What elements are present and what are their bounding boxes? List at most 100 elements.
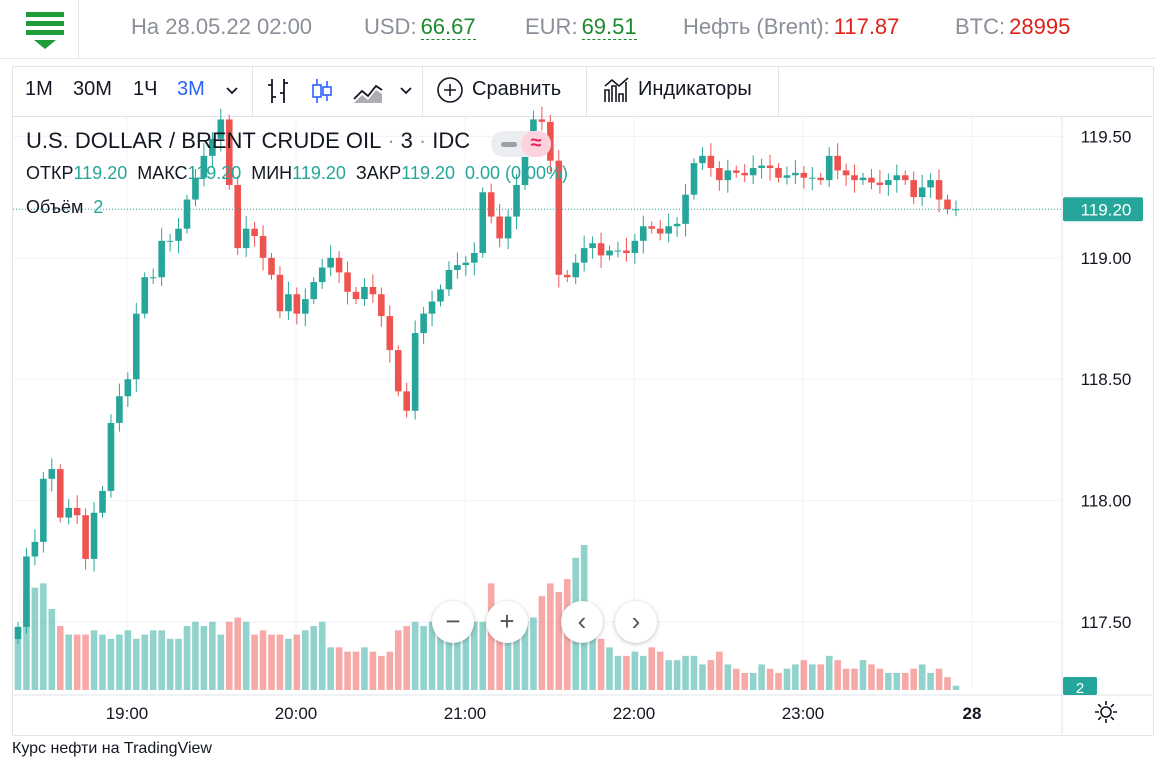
- candle-body: [918, 187, 926, 198]
- indicators-label: Индикаторы: [638, 78, 752, 100]
- quote-btc[interactable]: BTC: 28995: [955, 14, 1070, 40]
- candle-body: [741, 172, 748, 176]
- candle-body: [927, 180, 934, 188]
- footer-link[interactable]: Курс нефти на TradingView: [12, 740, 212, 757]
- scroll-left-button[interactable]: ‹: [561, 601, 603, 643]
- menu-button[interactable]: [12, 0, 79, 58]
- volume-bar: [496, 604, 503, 690]
- interval-1h-button[interactable]: 1Ч: [133, 78, 158, 100]
- bars-style-icon[interactable]: [264, 77, 292, 105]
- volume-bar: [437, 613, 444, 690]
- quote-date: На 28.05.22 02:00: [131, 14, 313, 39]
- compare-button[interactable]: Сравнить: [436, 66, 561, 116]
- candle-body: [361, 286, 368, 300]
- x-tick-label: 28: [963, 704, 982, 723]
- candle-body: [116, 396, 123, 423]
- volume-legend: Объём 2: [26, 197, 103, 218]
- quote-eur[interactable]: EUR: 69.51: [525, 14, 637, 40]
- top-bar: На 28.05.22 02:00 USD: 66.67 EUR: 69.51 Не…: [0, 0, 1156, 59]
- interval-1m-button[interactable]: 1М: [25, 78, 53, 100]
- quote-usd[interactable]: USD: 66.67: [364, 14, 476, 40]
- chart-style-chevron-down-icon[interactable]: [398, 83, 414, 99]
- low-value: 119.20: [292, 163, 346, 183]
- indicators-button[interactable]: Индикаторы: [602, 66, 752, 116]
- x-tick-label: 23:00: [782, 704, 825, 723]
- candle-body: [496, 216, 503, 239]
- menu-icon: [34, 40, 56, 49]
- interval-dropdown-chevron-down-icon[interactable]: [224, 83, 240, 99]
- volume-bar: [758, 664, 765, 690]
- volume-bar: [918, 664, 926, 690]
- volume-bar: [217, 634, 225, 690]
- zoom-out-button[interactable]: −: [432, 601, 474, 643]
- legend-title: U.S. DOLLAR / BRENT CRUDE OIL · 3 · IDC: [26, 128, 471, 153]
- volume-bar: [14, 634, 22, 690]
- candle-body: [783, 175, 791, 178]
- candle-body: [766, 165, 774, 168]
- candle-body: [378, 294, 385, 317]
- legend-toggle[interactable]: ≈: [491, 131, 551, 157]
- plus-icon: +: [499, 606, 515, 636]
- area-style-icon[interactable]: [352, 77, 384, 105]
- volume-bar: [40, 583, 47, 690]
- quote-brent[interactable]: Нефть (Brent): 117.87: [683, 14, 899, 40]
- x-tick-label: 20:00: [275, 704, 318, 723]
- volume-bar: [690, 655, 698, 690]
- candle-body: [428, 301, 436, 314]
- candle-body: [885, 180, 892, 185]
- zoom-in-button[interactable]: +: [486, 601, 528, 643]
- candle-body: [411, 333, 419, 411]
- volume-bar: [597, 638, 605, 690]
- volume-bar: [31, 587, 39, 690]
- scroll-right-button[interactable]: ›: [615, 601, 657, 643]
- settings-gear-icon[interactable]: [1094, 700, 1118, 724]
- candle-body: [133, 313, 140, 380]
- candle-body: [352, 291, 360, 300]
- candle-body: [107, 422, 115, 491]
- volume-bar: [868, 664, 875, 690]
- compare-label: Сравнить: [472, 78, 562, 100]
- minus-icon: [501, 142, 517, 147]
- candle-body: [327, 257, 334, 268]
- candle-body: [234, 184, 241, 249]
- volume-bar: [910, 668, 917, 690]
- candle-body: [462, 262, 470, 266]
- candle-body: [842, 170, 850, 176]
- x-tick-label: 22:00: [613, 704, 656, 723]
- candle-body: [318, 267, 326, 283]
- volume-bar: [479, 621, 487, 690]
- candle-body: [834, 155, 841, 171]
- volume-bar: [428, 621, 436, 690]
- volume-bar: [834, 660, 841, 690]
- approx-icon: ≈: [521, 131, 551, 157]
- candles-style-icon[interactable]: [308, 77, 336, 105]
- volume-bar: [885, 672, 892, 690]
- interval-30m-button[interactable]: 30М: [73, 78, 112, 100]
- quote-btc-value: 28995: [1009, 14, 1071, 39]
- quote-brent-label: Нефть (Brent):: [683, 14, 830, 39]
- volume-bar: [183, 626, 191, 690]
- volume-bar: [335, 647, 343, 690]
- interval-3m-button[interactable]: 3М: [177, 78, 205, 100]
- candle-body: [758, 165, 765, 168]
- volume-bar: [285, 638, 292, 690]
- volume-bar: [276, 634, 284, 690]
- volume-bar: [454, 626, 461, 690]
- volume-bar: [732, 668, 740, 690]
- candle-body: [775, 167, 782, 178]
- candle-body: [403, 391, 410, 411]
- candle-body: [648, 226, 656, 229]
- volume-bar: [623, 655, 630, 690]
- candle-body: [555, 160, 563, 275]
- chevron-left-icon: ‹: [577, 606, 587, 636]
- volume-bar: [741, 672, 748, 690]
- volume-bar: [952, 685, 960, 690]
- high-value: 119.20: [187, 163, 242, 183]
- volume-bar: [124, 630, 132, 690]
- candle-body: [792, 172, 799, 176]
- x-tick-label: 19:00: [106, 704, 149, 723]
- volume-bar: [99, 634, 106, 690]
- candle-body: [868, 177, 875, 183]
- candle-body: [225, 119, 233, 185]
